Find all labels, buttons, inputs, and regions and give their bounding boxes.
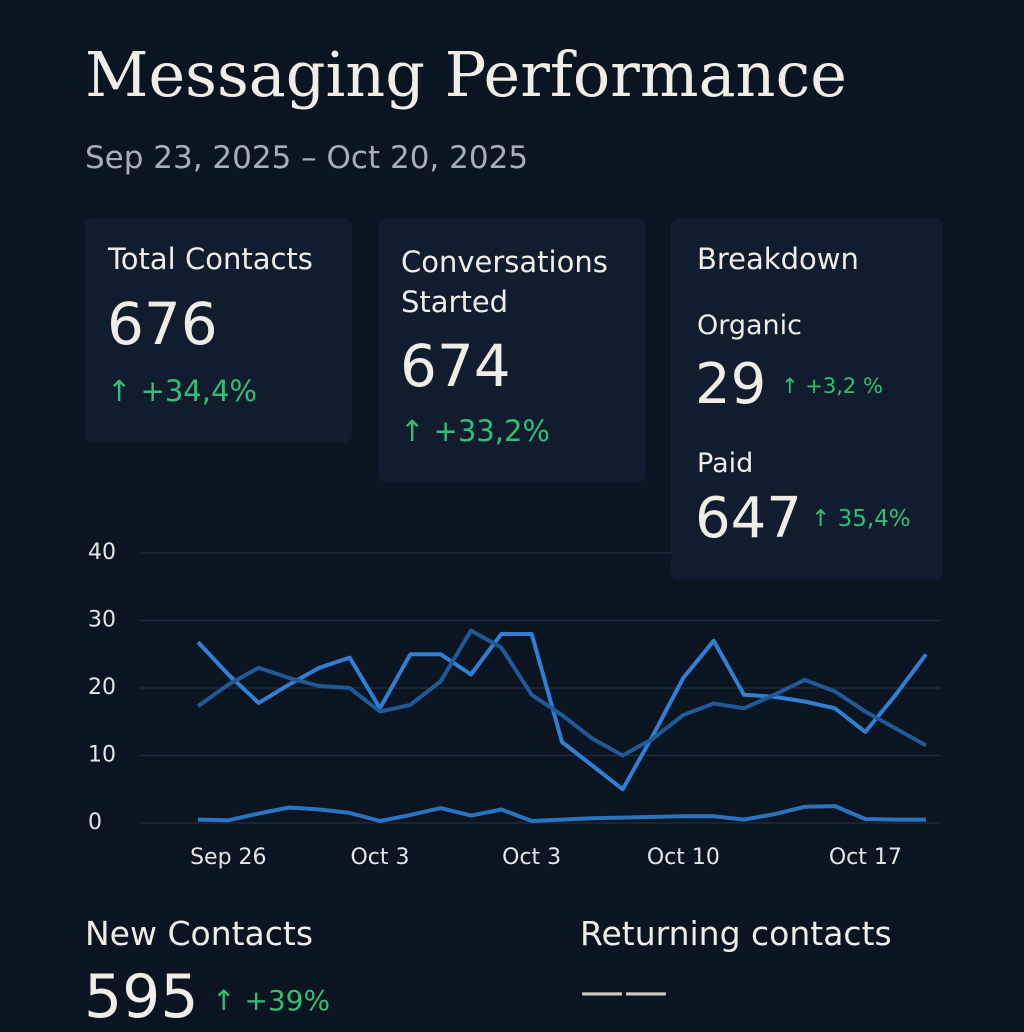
x-tick-label: Sep 26 <box>190 845 266 870</box>
card-change: ↑ +34,4% <box>107 374 257 408</box>
x-tick-label: Oct 17 <box>829 845 902 870</box>
stat-value: 595 <box>84 962 199 1032</box>
stat-title: Returning contacts <box>580 914 892 953</box>
y-tick-label: 20 <box>88 675 116 700</box>
up-arrow: ↑ <box>400 414 434 448</box>
change-text: +34,4% <box>140 374 257 408</box>
x-tick-label: Oct 10 <box>647 845 720 870</box>
item-value: 29 <box>695 352 767 417</box>
up-arrow: ↑ <box>212 984 245 1017</box>
page-title: Messaging Performance <box>85 38 847 111</box>
change-text: +39% <box>244 984 331 1017</box>
data-line <box>196 628 927 758</box>
card: Breakdown Organic 29 ↑ +3,2 % Paid 647 ↑… <box>671 218 943 580</box>
change-text: +3,2 % <box>805 374 883 398</box>
card-title: Breakdown <box>697 242 859 276</box>
item-label: Organic <box>697 310 803 341</box>
item-change: ↑ 35,4% <box>811 506 911 532</box>
data-line <box>197 804 926 823</box>
item-value: 647 <box>695 486 802 551</box>
data-line <box>196 632 928 792</box>
date-range: Sep 23, 2025 – Oct 20, 2025 <box>85 140 529 176</box>
up-arrow: ↑ <box>107 374 141 408</box>
card: Conversations Started 674 ↑ +33,2% <box>378 218 646 482</box>
up-arrow: ↑ <box>781 374 806 398</box>
stat-value: —— <box>580 966 668 1017</box>
card-change: ↑ +33,2% <box>400 414 550 448</box>
y-tick-label: 0 <box>88 810 102 835</box>
card-title: Total Contacts <box>108 242 313 276</box>
y-tick-label: 10 <box>88 743 116 768</box>
card-value: 676 <box>107 290 218 358</box>
change-text: 35,4% <box>837 506 911 532</box>
stat-title: New Contacts <box>85 914 314 953</box>
item-change: ↑ +3,2 % <box>781 374 883 398</box>
x-tick-label: Oct 3 <box>502 845 561 870</box>
item-label: Paid <box>697 448 754 479</box>
x-tick-label: Oct 3 <box>350 845 409 870</box>
card-title: Conversations Started <box>401 245 608 319</box>
y-tick-label: 40 <box>88 540 116 565</box>
stat-change: ↑ +39% <box>212 984 330 1017</box>
card-value: 674 <box>400 332 511 400</box>
up-arrow: ↑ <box>811 506 838 532</box>
card: Total Contacts 676 ↑ +34,4% <box>85 218 352 442</box>
y-tick-label: 30 <box>88 608 116 633</box>
change-text: +33,2% <box>433 414 550 448</box>
